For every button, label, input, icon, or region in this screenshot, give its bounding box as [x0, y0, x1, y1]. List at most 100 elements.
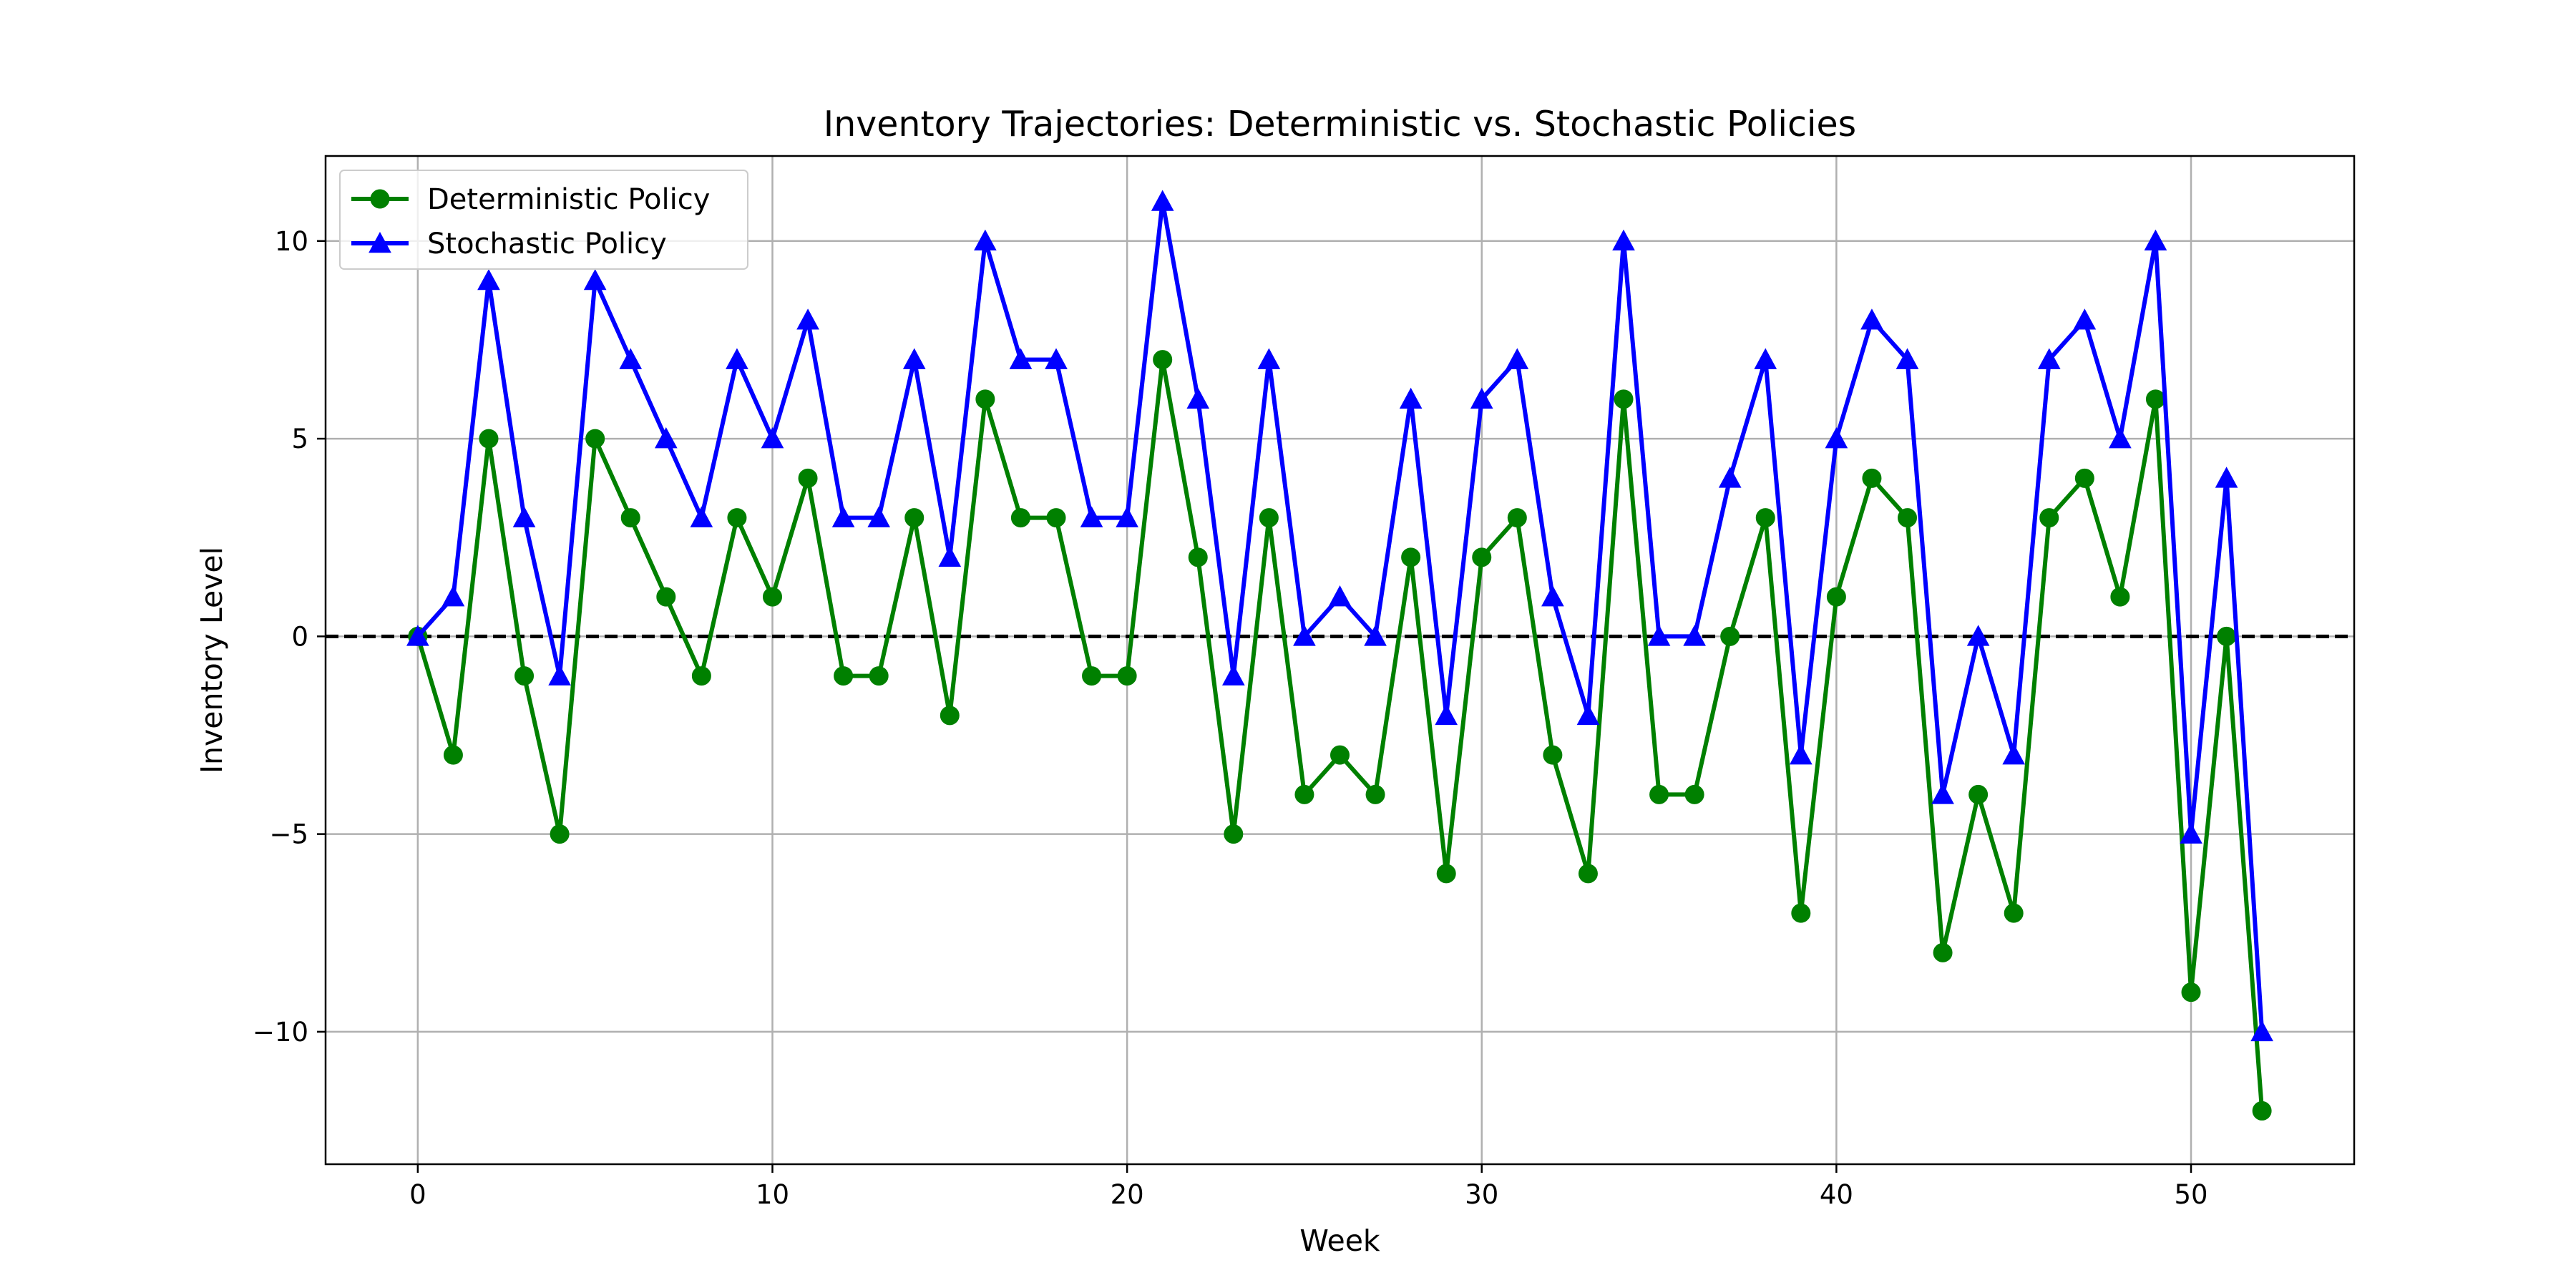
data-point [1470, 387, 1493, 409]
data-point [1117, 666, 1137, 686]
data-point [2002, 743, 2026, 765]
data-point [550, 824, 570, 844]
legend-box [339, 170, 748, 270]
legend-label: Stochastic Policy [427, 228, 667, 260]
series-line [415, 359, 2265, 1111]
data-point [831, 506, 855, 527]
data-point [1789, 743, 1813, 765]
data-point [1224, 824, 1244, 844]
data-point [1543, 745, 1563, 765]
data-point [2037, 348, 2061, 369]
data-point [1791, 903, 1811, 923]
data-point [2217, 626, 2237, 646]
data-point [2250, 1020, 2273, 1042]
data-point [1612, 229, 1635, 251]
series-line [416, 201, 2265, 1033]
data-point [1009, 348, 1033, 369]
axis-ticks: 0 10 20 30 40 50 −10 −5 0 5 10 [253, 226, 2208, 1210]
data-point [2073, 308, 2097, 330]
data-point [1151, 190, 1174, 211]
data-point [727, 508, 747, 528]
data-point [1188, 547, 1208, 567]
data-point [1755, 508, 1775, 528]
data-point [2252, 1101, 2272, 1121]
data-point [1435, 703, 1458, 726]
data-point [620, 508, 640, 528]
data-point [1898, 508, 1918, 528]
data-point [1186, 387, 1210, 409]
data-point [2145, 389, 2165, 409]
data-point [1080, 506, 1103, 527]
data-point [1684, 784, 1704, 804]
data-point [834, 666, 854, 686]
data-point [1293, 625, 1316, 646]
data-point [2109, 427, 2132, 449]
data-point [1933, 942, 1953, 962]
data-point [975, 389, 995, 409]
legend-marker [370, 189, 390, 209]
data-point [1860, 308, 1883, 330]
data-point [548, 664, 571, 686]
data-point [1401, 547, 1421, 567]
data-point [1649, 784, 1669, 804]
data-point [1825, 427, 1848, 449]
data-point [619, 348, 643, 369]
data-point [1966, 625, 1990, 646]
y-tick-label: 0 [291, 621, 308, 652]
data-point [2181, 982, 2201, 1002]
data-point [1046, 508, 1066, 528]
data-point [585, 429, 605, 449]
legend-item: Deterministic Policy [351, 183, 710, 216]
data-point [1116, 506, 1138, 527]
data-point [1010, 508, 1030, 528]
plot-frame [324, 155, 2356, 1166]
x-tick-label: 10 [756, 1179, 789, 1210]
legend-label: Deterministic Policy [427, 183, 710, 216]
data-point [1578, 864, 1598, 884]
data-point [477, 269, 500, 291]
data-point [798, 468, 818, 488]
data-point [726, 348, 748, 369]
grid [326, 156, 2354, 1164]
data-point [690, 506, 713, 527]
data-point [2039, 508, 2059, 528]
data-point [1153, 350, 1173, 370]
data-point [1718, 467, 1742, 488]
data-point [656, 587, 676, 607]
data-point [761, 427, 784, 449]
data-point [902, 348, 926, 369]
chart-title: Inventory Trajectories: Deterministic vs… [824, 104, 1856, 145]
data-point [654, 427, 678, 449]
x-axis-title: Week [1299, 1224, 1380, 1258]
y-tick-label: 5 [291, 424, 308, 454]
data-point [1399, 387, 1423, 409]
data-point [762, 587, 782, 607]
data-point [796, 308, 819, 330]
x-tick-label: 0 [409, 1179, 426, 1210]
data-point [1436, 864, 1456, 884]
data-point [1045, 348, 1068, 369]
data-point [938, 545, 962, 567]
data-point [2180, 822, 2202, 844]
data-point [867, 506, 891, 527]
data-point [1576, 703, 1600, 726]
data-point [2074, 468, 2094, 488]
series-layer [406, 190, 2273, 1121]
data-point [869, 666, 889, 686]
series-triangle [406, 190, 2273, 1042]
data-point [1506, 348, 1529, 369]
data-point [1472, 547, 1492, 567]
data-point [1896, 348, 1919, 369]
legend: Deterministic Policy Stochastic Policy [339, 170, 748, 270]
data-point [1754, 348, 1777, 369]
data-point [1862, 468, 1882, 488]
data-point [940, 706, 960, 726]
data-point [691, 666, 711, 686]
data-point [904, 508, 924, 528]
data-point [1221, 664, 1245, 686]
data-point [1541, 585, 1564, 607]
data-point [512, 506, 536, 527]
y-tick-label: −5 [269, 819, 308, 850]
data-point [1294, 784, 1314, 804]
